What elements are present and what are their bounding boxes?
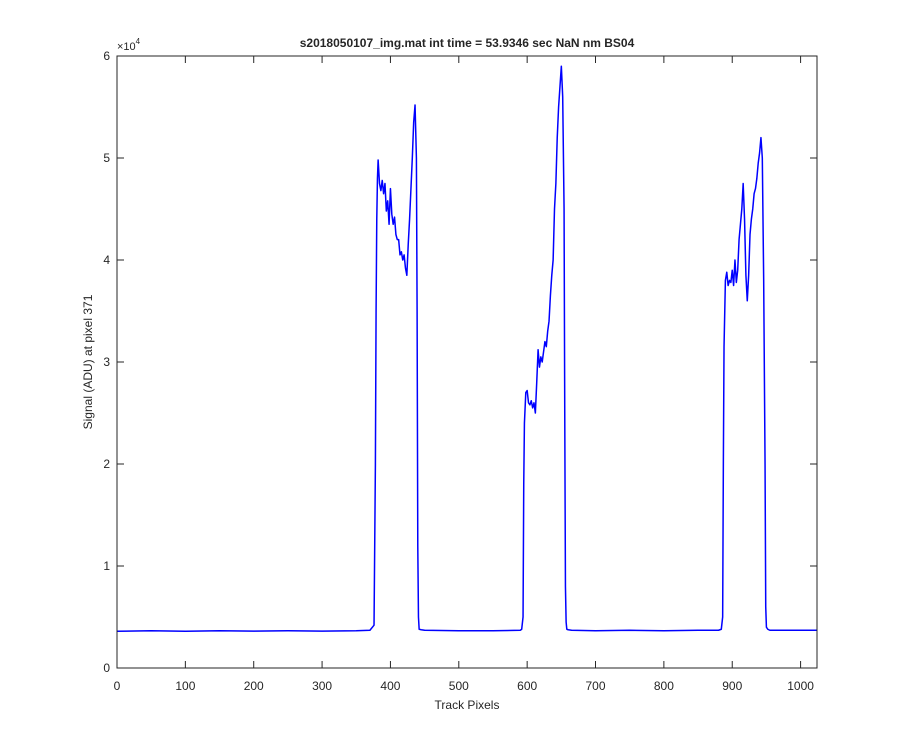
x-tick-label: 100 <box>175 679 195 693</box>
tick-label-group: 0 100 200 300 400 500 600 700 800 900 1000 0 1 2 3 4 5 6 <box>103 49 814 693</box>
y-exponent-base: ×10 <box>117 41 136 53</box>
x-tick-label: 800 <box>654 679 674 693</box>
x-tick-label: 700 <box>586 679 606 693</box>
y-tick-label: 6 <box>103 49 110 63</box>
y-tick-label: 3 <box>103 355 110 369</box>
y-tick-label: 0 <box>103 661 110 675</box>
y-axis-label: Signal (ADU) at pixel 371 <box>81 294 95 429</box>
y-tick-label: 2 <box>103 457 110 471</box>
y-tick-label: 4 <box>103 253 110 267</box>
x-tick-label: 0 <box>114 679 121 693</box>
signal-series-line <box>116 65 817 633</box>
x-tick-label: 300 <box>312 679 332 693</box>
x-tick-label: 900 <box>722 679 742 693</box>
x-tick-label: 500 <box>449 679 469 693</box>
y-axis-exponent: ×104 <box>117 37 141 53</box>
x-axis-label: Track Pixels <box>435 698 500 712</box>
plot-area <box>117 56 817 668</box>
chart-title: s2018050107_img.mat int time = 53.9346 s… <box>300 36 635 50</box>
x-tick-label: 400 <box>380 679 400 693</box>
x-tick-label: 1000 <box>787 679 814 693</box>
x-tick-label: 600 <box>517 679 537 693</box>
y-tick-label: 5 <box>103 151 110 165</box>
x-tick-label: 200 <box>244 679 264 693</box>
axes-box <box>116 55 818 669</box>
y-tick-label: 1 <box>103 559 110 573</box>
y-exponent-power: 4 <box>136 37 141 46</box>
